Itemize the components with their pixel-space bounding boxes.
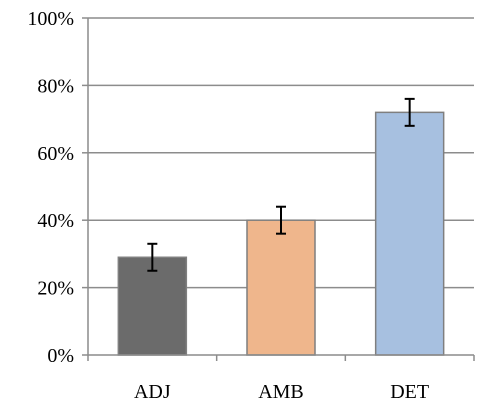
y-tick-label: 100% xyxy=(27,8,74,30)
x-category-label: ADJ xyxy=(134,381,171,403)
error-bars xyxy=(147,97,415,272)
x-axis-category-labels: ADJ AMB DET xyxy=(134,381,429,403)
x-category-label: DET xyxy=(390,381,429,403)
x-category-label: AMB xyxy=(258,381,304,403)
y-tick-label: 80% xyxy=(37,75,74,97)
bars xyxy=(117,111,445,356)
axes xyxy=(82,17,475,361)
bar-amb xyxy=(246,219,316,356)
bar-det xyxy=(374,111,445,356)
y-axis-tick-labels: 0% 20% 40% 60% 80% 100% xyxy=(27,8,74,367)
y-tick-label: 60% xyxy=(37,143,74,165)
y-tick-label: 20% xyxy=(37,278,74,300)
bar-adj xyxy=(117,256,188,356)
y-tick-label: 0% xyxy=(47,345,74,367)
y-tick-label: 40% xyxy=(37,210,74,232)
